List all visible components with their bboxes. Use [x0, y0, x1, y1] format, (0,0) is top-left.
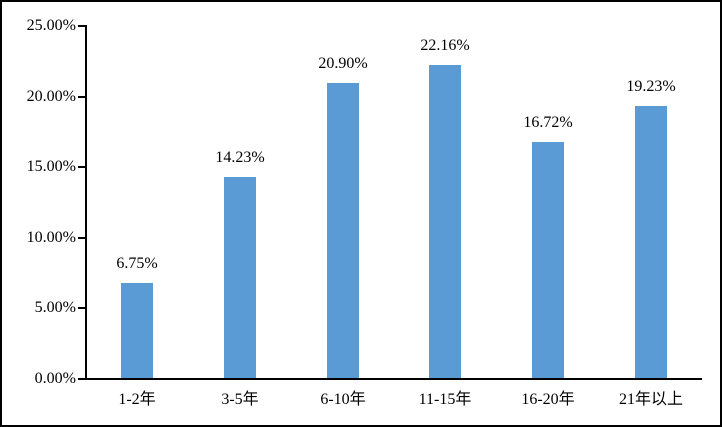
- bar-value-label: 20.90%: [318, 55, 368, 72]
- bar-5: [635, 106, 667, 378]
- bar-value-label: 16.72%: [523, 114, 573, 131]
- bar-value-label: 22.16%: [420, 37, 470, 54]
- bar-value-label: 14.23%: [215, 149, 265, 166]
- bar-0: [121, 283, 153, 378]
- bar-4: [532, 142, 564, 378]
- y-axis-tick-label: 15.00%: [26, 158, 76, 175]
- y-axis-tick-label: 0.00%: [34, 370, 76, 387]
- bar-value-label: 6.75%: [116, 255, 158, 272]
- x-axis-label: 16-20年: [521, 391, 575, 408]
- y-axis-tick: [78, 25, 85, 27]
- bar-2: [327, 83, 359, 378]
- y-axis-tick: [78, 166, 85, 168]
- bar-value-label: 19.23%: [626, 78, 676, 95]
- y-axis-tick: [78, 307, 85, 309]
- y-axis-tick: [78, 96, 85, 98]
- y-axis-line: [85, 25, 87, 380]
- bar-3: [429, 65, 461, 378]
- y-axis-tick-label: 10.00%: [26, 229, 76, 246]
- bar-1: [224, 177, 256, 378]
- y-axis-tick: [78, 237, 85, 239]
- x-axis-label: 21年以上: [618, 391, 684, 408]
- x-axis-label: 11-15年: [418, 391, 472, 408]
- x-axis-label: 1-2年: [118, 391, 156, 408]
- x-axis-label: 6-10年: [320, 391, 366, 408]
- y-axis-tick-label: 25.00%: [26, 17, 76, 34]
- y-axis-tick-label: 5.00%: [34, 299, 76, 316]
- x-axis-line: [85, 378, 702, 380]
- x-axis-label: 3-5年: [221, 391, 259, 408]
- y-axis-tick-label: 20.00%: [26, 88, 76, 105]
- y-axis-tick: [78, 378, 85, 380]
